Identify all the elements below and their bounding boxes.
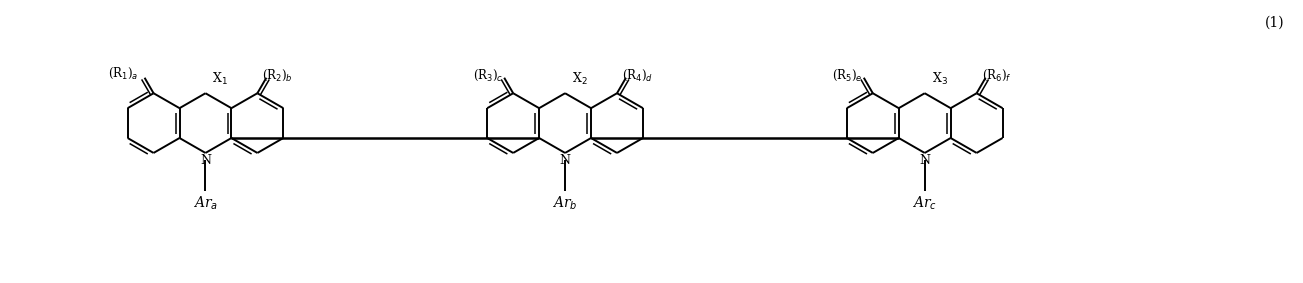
Text: (R$_1$)$_a$: (R$_1$)$_a$: [108, 66, 138, 81]
Text: Ar$_b$: Ar$_b$: [552, 195, 577, 212]
Text: (R$_3$)$_c$: (R$_3$)$_c$: [473, 68, 503, 83]
Text: N: N: [559, 154, 571, 167]
Text: X$_3$: X$_3$: [932, 71, 947, 87]
Text: (R$_4$)$_d$: (R$_4$)$_d$: [622, 68, 653, 83]
Text: (1): (1): [1265, 16, 1285, 30]
Text: Ar$_c$: Ar$_c$: [912, 195, 937, 212]
Text: Ar$_a$: Ar$_a$: [193, 195, 218, 212]
Text: N: N: [919, 154, 930, 167]
Text: X$_2$: X$_2$: [572, 71, 588, 87]
Text: (R$_6$)$_f$: (R$_6$)$_f$: [981, 68, 1011, 83]
Text: (R$_2$)$_b$: (R$_2$)$_b$: [262, 68, 293, 83]
Text: X$_1$: X$_1$: [212, 71, 228, 87]
Text: (R$_5$)$_e$: (R$_5$)$_e$: [833, 68, 863, 83]
Text: N: N: [199, 154, 211, 167]
